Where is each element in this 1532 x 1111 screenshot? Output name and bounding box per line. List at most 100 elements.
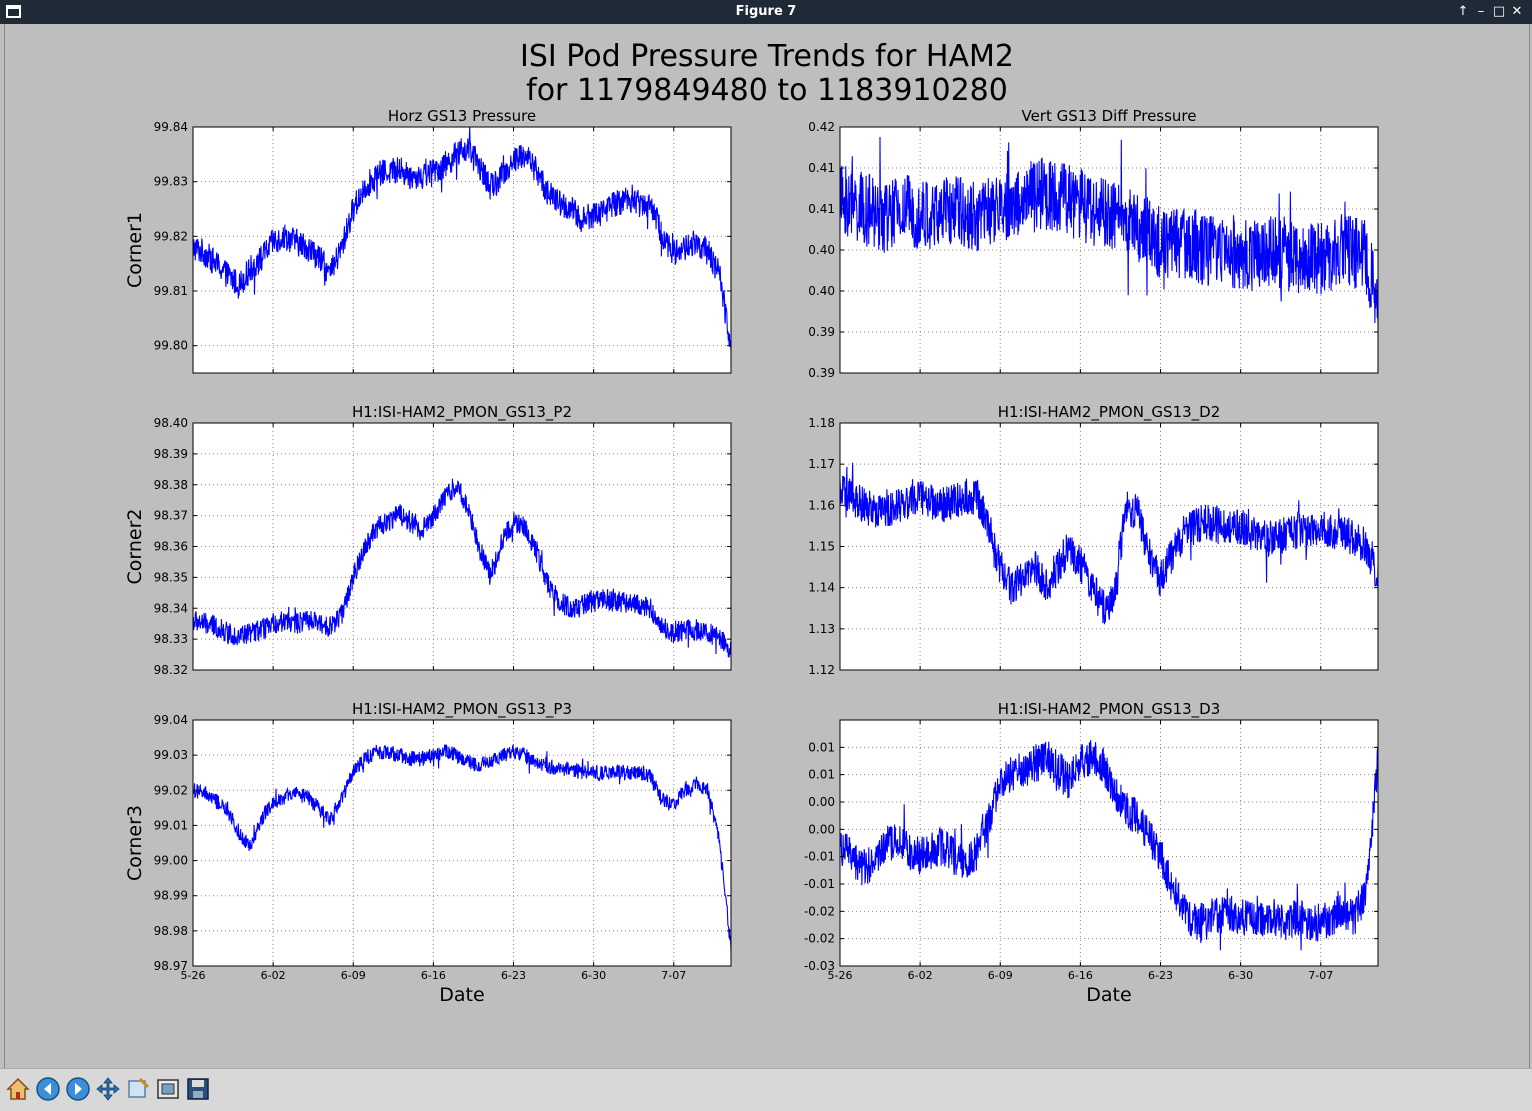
subplot-corner2-d2: 1.12 1.13 1.14 1.15 1.16 1.17 1.18 H1:ISI-HAM2_… — [808, 403, 1379, 677]
close-icon[interactable]: ✕ — [1511, 4, 1523, 19]
axes-frame — [839, 719, 1379, 967]
data-line-corner2-p2 — [192, 478, 732, 658]
y-tick-label: 98.37 — [154, 509, 188, 523]
subplot-corner2-p2: 98.32 98.33 98.34 98.35 98.36 98.37 98.38 98.39… — [124, 403, 732, 677]
y-tick-label: 98.34 — [154, 601, 188, 615]
y-tick-label: 0.39 — [808, 366, 835, 380]
y-tick-label: 0.42 — [808, 120, 835, 134]
y-tick-label: 99.02 — [154, 783, 188, 797]
subplot-title: H1:ISI-HAM2_PMON_GS13_P2 — [352, 403, 572, 422]
home-icon[interactable] — [4, 1075, 32, 1103]
data-line-corner3-p3 — [192, 743, 732, 952]
y-tick-label: 0.40 — [808, 284, 835, 298]
y-tick-label: 98.33 — [154, 632, 188, 646]
subplot-corner1-vert: 0.39 0.39 0.40 0.40 0.41 0.41 0.42 Vert GS13 Di… — [808, 107, 1379, 380]
y-tick-label: 0.00 — [808, 795, 835, 809]
axes-frame — [192, 719, 732, 967]
subplot-title: Horz GS13 Pressure — [388, 107, 536, 125]
maximize-icon[interactable]: □ — [1492, 4, 1506, 19]
x-tick-label: 5-26 — [181, 969, 206, 982]
y-tick-label: 98.40 — [154, 416, 188, 430]
y-axis-label: Corner3 — [124, 805, 146, 881]
x-tick-label: 6-23 — [501, 969, 526, 982]
keep-above-icon[interactable]: ↑ — [1457, 4, 1469, 19]
y-tick-label: 0.00 — [808, 822, 835, 836]
y-tick-label: 98.97 — [154, 959, 188, 973]
save-icon[interactable] — [184, 1075, 212, 1103]
data-line-corner1-vert — [839, 136, 1379, 325]
y-tick-label: 0.41 — [808, 161, 835, 175]
y-tick-label: 0.01 — [808, 768, 835, 782]
y-tick-label: 99.04 — [154, 713, 188, 727]
plot-area — [840, 720, 1378, 966]
x-tick-label: 6-16 — [421, 969, 446, 982]
y-tick-label: 99.00 — [154, 854, 188, 868]
pan-icon[interactable] — [94, 1075, 122, 1103]
data-line-corner1-horz — [192, 126, 732, 352]
y-tick-label: 1.13 — [808, 622, 835, 636]
y-tick-label: 99.83 — [154, 175, 188, 189]
plot-area — [193, 127, 731, 373]
forward-arrow-icon[interactable] — [64, 1075, 92, 1103]
y-tick-label: 98.36 — [154, 540, 188, 554]
x-tick-label: 6-09 — [988, 969, 1013, 982]
x-tick-label: 5-26 — [828, 969, 853, 982]
window-title: Figure 7 — [735, 4, 797, 19]
y-tick-label: 0.41 — [808, 202, 835, 216]
y-axis-label: Corner2 — [124, 509, 146, 585]
figure-title-line1: ISI Pod Pressure Trends for HAM2 — [520, 39, 1014, 74]
subplot-corner1-horz: 99.80 99.81 99.82 99.83 99.84 Horz GS13 Press… — [124, 107, 732, 374]
x-tick-label: 6-30 — [581, 969, 606, 982]
y-tick-label: 0.01 — [808, 740, 835, 754]
y-tick-label: -0.03 — [804, 959, 835, 973]
y-tick-label: 98.35 — [154, 570, 188, 584]
navigation-toolbar — [0, 1068, 1532, 1111]
x-tick-label: 6-02 — [261, 969, 286, 982]
y-tick-label: 1.16 — [808, 498, 835, 512]
y-tick-label: 98.98 — [154, 924, 188, 938]
figure-canvas: ISI Pod Pressure Trends for HAM2 for 117… — [4, 24, 1530, 1068]
y-tick-label: 0.40 — [808, 243, 835, 257]
subplot-title: Vert GS13 Diff Pressure — [1021, 107, 1196, 125]
y-tick-label: 1.12 — [808, 663, 835, 677]
subplot-title: H1:ISI-HAM2_PMON_GS13_D2 — [998, 403, 1221, 422]
x-tick-label: 6-16 — [1068, 969, 1093, 982]
zoom-icon[interactable] — [124, 1075, 152, 1103]
y-tick-label: -0.02 — [804, 904, 835, 918]
y-tick-label: 98.99 — [154, 889, 188, 903]
x-tick-label: 7-07 — [1308, 969, 1333, 982]
y-tick-label: 98.38 — [154, 478, 188, 492]
window-icon — [6, 5, 21, 18]
y-tick-label: 99.84 — [154, 120, 188, 134]
minimize-icon[interactable]: – — [1477, 4, 1485, 19]
subplot-corner3-d3: -0.03 -0.02 -0.02 -0.01 -0.01 0.00 0.00 0.01 0.0… — [804, 700, 1379, 1006]
y-tick-label: 99.03 — [154, 748, 188, 762]
data-line-corner3-d3 — [839, 740, 1379, 951]
y-tick-label: -0.01 — [804, 877, 835, 891]
x-axis-label: Date — [1086, 984, 1131, 1006]
figure-title-line2: for 1179849480 to 1183910280 — [526, 73, 1008, 108]
y-tick-label: 1.15 — [808, 540, 835, 554]
y-tick-label: 0.39 — [808, 325, 835, 339]
y-tick-label: 99.80 — [154, 339, 188, 353]
y-tick-label: -0.02 — [804, 932, 835, 946]
y-tick-label: 99.81 — [154, 284, 188, 298]
y-tick-label: 1.17 — [808, 457, 835, 471]
window-titlebar: Figure 7 ↑ – □ ✕ — [0, 0, 1532, 24]
y-tick-label: 98.39 — [154, 447, 188, 461]
data-line-corner2-d2 — [839, 462, 1379, 625]
axes-frame — [192, 126, 732, 374]
back-arrow-icon[interactable] — [34, 1075, 62, 1103]
y-tick-label: 99.01 — [154, 818, 188, 832]
y-tick-label: 99.82 — [154, 229, 188, 243]
x-axis-label: Date — [439, 984, 484, 1006]
y-tick-label: 98.32 — [154, 663, 188, 677]
subplot-corner3-p3: 98.97 98.98 98.99 99.00 99.01 99.02 99.03 99.04… — [124, 700, 732, 1006]
x-tick-label: 6-09 — [341, 969, 366, 982]
subplots-icon[interactable] — [154, 1075, 182, 1103]
subplot-title: H1:ISI-HAM2_PMON_GS13_P3 — [352, 700, 572, 719]
x-tick-label: 6-30 — [1228, 969, 1253, 982]
y-tick-label: -0.01 — [804, 850, 835, 864]
subplot-title: H1:ISI-HAM2_PMON_GS13_D3 — [998, 700, 1221, 719]
x-tick-label: 6-23 — [1148, 969, 1173, 982]
